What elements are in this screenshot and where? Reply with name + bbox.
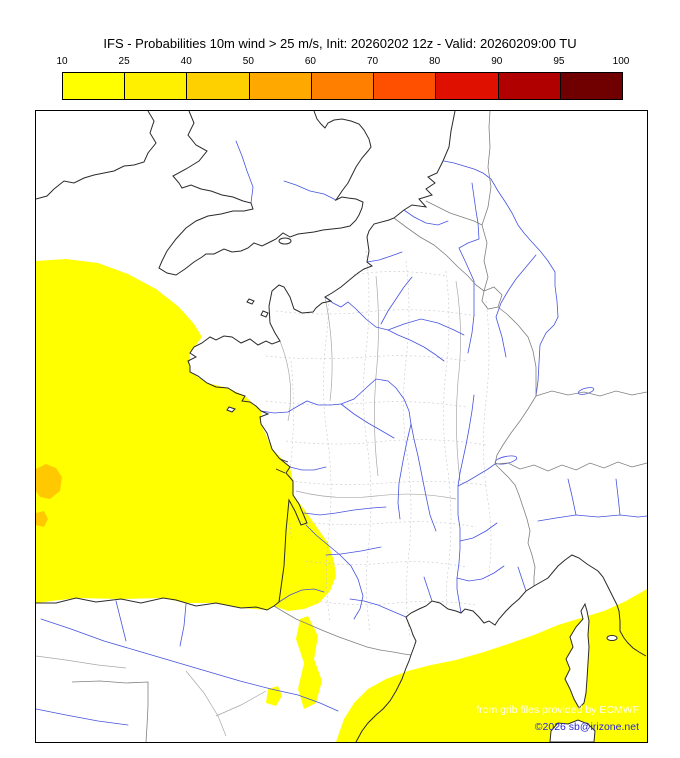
colorbar-segment <box>249 73 312 99</box>
colorbar-segment <box>311 73 375 99</box>
england-coast <box>158 111 372 276</box>
river-severn <box>235 140 254 204</box>
river-po-trib-1 <box>567 478 577 516</box>
river-moselle <box>495 254 537 358</box>
colorbar-tick: 10 <box>56 56 68 67</box>
attribution-source: from grib files provided by ECMWF <box>476 704 639 716</box>
map-canvas <box>36 111 647 742</box>
river-herault <box>423 576 433 602</box>
river-meuse <box>458 182 480 354</box>
border-france-italy <box>494 463 536 586</box>
river-oise <box>380 276 413 325</box>
mediterranean-low-prob-area <box>336 589 647 742</box>
colorbar-tick: 100 <box>612 56 630 67</box>
colorbar-segment <box>498 73 561 99</box>
river-saone <box>457 394 475 487</box>
border-switzerland-italy <box>494 461 647 472</box>
colorbar-segment <box>63 73 126 99</box>
river-marne <box>387 318 465 336</box>
river-somme <box>366 251 403 263</box>
river-po-trib-2 <box>615 478 621 516</box>
border-belgium-germany <box>481 224 489 292</box>
coastlines-layer <box>36 111 647 742</box>
river-cher <box>340 403 395 439</box>
country-borders-layer <box>71 111 647 742</box>
map-title: IFS - Probabilities 10m wind > 25 m/s, I… <box>103 36 577 51</box>
corsica-island <box>564 602 590 709</box>
colorbar-tick: 80 <box>429 56 441 67</box>
colorbar-tick: 25 <box>118 56 130 67</box>
guernsey-island <box>246 298 255 305</box>
border-germany-switzerland <box>535 390 647 397</box>
colorbar-tick: 50 <box>242 56 254 67</box>
border-netherlands-germany <box>481 111 492 226</box>
river-garonne <box>305 524 364 620</box>
river-durance <box>456 565 505 582</box>
river-isere <box>459 522 498 542</box>
river-var <box>517 566 527 592</box>
river-upper-rhone <box>457 460 505 487</box>
border-spain-portugal <box>71 680 149 742</box>
colorbar-segment <box>187 73 250 99</box>
re-island <box>279 458 289 463</box>
spain-low-prob-streak <box>296 616 322 709</box>
ireland-coast <box>36 111 157 200</box>
continental-west-coast <box>36 111 456 611</box>
river-rhone <box>456 485 462 614</box>
river-charente <box>289 466 327 471</box>
colorbar-ticks: 10 25 40 50 60 70 80 90 95 100 <box>56 56 629 69</box>
biscay-moderate-prob-patch <box>36 464 62 499</box>
river-dordogne <box>303 506 387 516</box>
map-frame: from grib files provided by ECMWF ©2026 … <box>35 110 648 743</box>
region-borders-layer <box>36 275 461 737</box>
colorbar-tick: 70 <box>366 56 379 67</box>
colorbar-tick: 95 <box>553 56 565 67</box>
oleron-island <box>275 468 286 474</box>
elba-island <box>606 635 618 641</box>
border-france-belgium <box>393 217 485 292</box>
department-borders-layer <box>265 240 492 637</box>
attribution-copyright: ©2026 sb@irizone.net <box>534 721 639 733</box>
colorbar-segment <box>436 73 499 99</box>
river-thames <box>283 180 337 201</box>
river-spain-north-1 <box>115 600 127 642</box>
river-po <box>537 514 647 522</box>
rivers-layer <box>36 140 647 726</box>
atlantic-low-prob-area <box>36 259 336 611</box>
colorbar-segment <box>374 73 437 99</box>
colorbar-tick: 90 <box>491 56 503 67</box>
river-seine <box>324 296 445 362</box>
colorbar <box>62 72 623 100</box>
river-scheldt <box>403 209 449 226</box>
spain-low-prob-blob <box>266 686 282 706</box>
probability-overlay-layer <box>36 259 647 742</box>
jersey-island <box>260 310 269 318</box>
isle-of-wight <box>278 237 292 245</box>
colorbar-tick: 60 <box>304 56 316 67</box>
attribution: from grib files provided by ECMWF ©2026 … <box>476 702 639 736</box>
river-allier <box>397 423 412 520</box>
biscay-moderate-prob-patch-small <box>36 511 48 527</box>
river-adour <box>278 588 325 603</box>
border-france-germany <box>497 306 537 396</box>
sardinia-island <box>549 719 596 742</box>
river-rhine <box>443 160 559 397</box>
river-ebro <box>40 618 339 712</box>
border-luxembourg <box>481 286 503 310</box>
mediterranean-coast <box>355 554 647 742</box>
colorbar-tick: 40 <box>180 56 192 67</box>
river-duero <box>36 708 129 726</box>
river-spain-north-2 <box>179 603 187 647</box>
border-belgium-netherlands <box>425 200 483 226</box>
colorbar-segment <box>560 73 622 99</box>
river-aude <box>349 598 407 618</box>
river-loire <box>260 378 437 532</box>
border-switzerland-france <box>494 395 537 465</box>
river-lot <box>325 546 382 556</box>
belle-ile-island <box>226 406 236 413</box>
border-france-spain <box>273 605 412 656</box>
colorbar-segment <box>125 73 188 99</box>
